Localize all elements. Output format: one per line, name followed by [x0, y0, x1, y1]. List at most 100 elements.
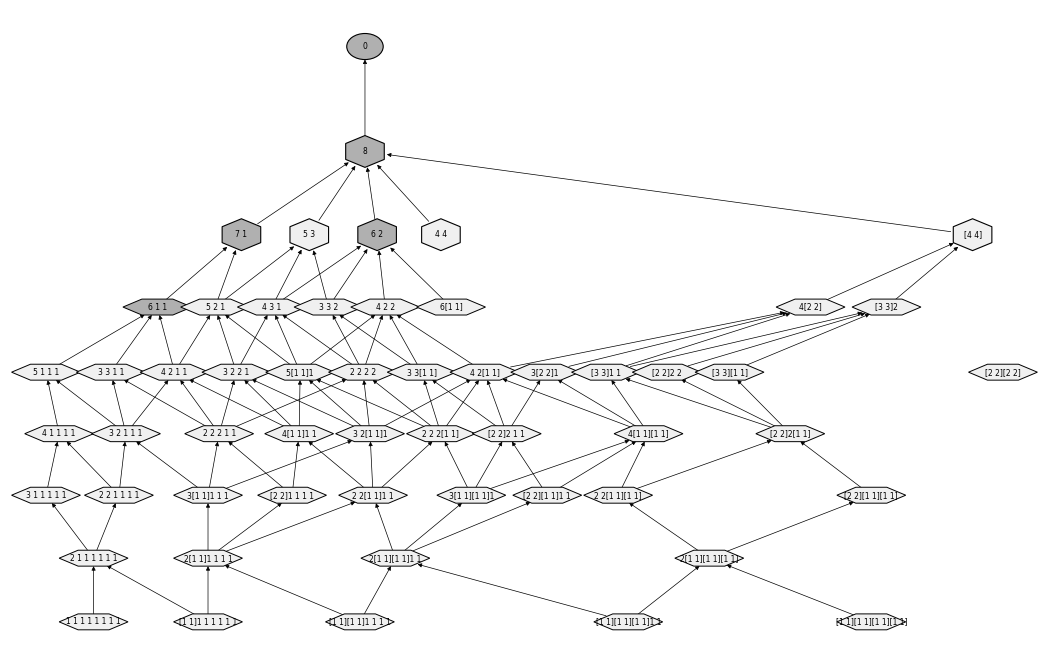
Text: 4[2 2]: 4[2 2]: [799, 302, 822, 312]
Text: [4 4]: [4 4]: [963, 230, 981, 239]
Polygon shape: [266, 364, 334, 380]
Text: [2 2]2[1 1]: [2 2]2[1 1]: [770, 429, 811, 438]
Polygon shape: [837, 614, 905, 630]
Polygon shape: [357, 219, 396, 251]
Polygon shape: [756, 426, 824, 442]
Text: 2 2[1 1][1 1]: 2 2[1 1][1 1]: [594, 491, 642, 500]
Polygon shape: [632, 364, 701, 380]
Text: 2[1 1][1 1][1 1]: 2[1 1][1 1][1 1]: [680, 554, 739, 562]
Polygon shape: [59, 614, 128, 630]
Polygon shape: [329, 364, 397, 380]
Text: 1 1 1 1 1 1 1 1: 1 1 1 1 1 1 1 1: [66, 618, 121, 626]
Polygon shape: [335, 426, 405, 442]
Text: [1 1][1 1]1 1 1 1: [1 1][1 1]1 1 1 1: [329, 618, 391, 626]
Text: 0: 0: [363, 42, 368, 51]
Polygon shape: [140, 364, 209, 380]
Polygon shape: [12, 487, 80, 503]
Polygon shape: [571, 364, 641, 380]
Text: 3[1 1]1 1 1: 3[1 1]1 1 1: [188, 491, 229, 500]
Text: 4 4: 4 4: [435, 230, 447, 239]
Text: 4[1 1][1 1]: 4[1 1][1 1]: [628, 429, 669, 438]
Text: [1 1][1 1][1 1][1 1]: [1 1][1 1][1 1][1 1]: [836, 618, 907, 626]
Text: [1 1][1 1][1 1]1 1: [1 1][1 1][1 1]1 1: [596, 618, 661, 626]
Circle shape: [347, 34, 384, 60]
Polygon shape: [76, 364, 145, 380]
Text: 3 2 1 1 1: 3 2 1 1 1: [110, 429, 142, 438]
Text: 7 1: 7 1: [235, 230, 248, 239]
Text: [3 3][1 1]: [3 3][1 1]: [711, 368, 747, 377]
Text: [2 2][2 2]: [2 2][2 2]: [985, 368, 1021, 377]
Polygon shape: [837, 487, 905, 503]
Polygon shape: [222, 219, 260, 251]
Polygon shape: [852, 299, 921, 315]
Polygon shape: [174, 614, 242, 630]
Text: 5 1 1 1: 5 1 1 1: [33, 368, 59, 377]
Text: 8: 8: [363, 147, 368, 156]
Polygon shape: [450, 364, 519, 380]
Text: 2 2 1 1 1 1: 2 2 1 1 1 1: [99, 491, 139, 500]
Polygon shape: [387, 364, 456, 380]
Polygon shape: [695, 364, 764, 380]
Text: 3 1 1 1 1 1: 3 1 1 1 1 1: [25, 491, 66, 500]
Text: 3 3 2: 3 3 2: [319, 302, 338, 312]
Polygon shape: [12, 364, 80, 380]
Polygon shape: [123, 299, 192, 315]
Polygon shape: [360, 550, 430, 566]
Text: 5 2 1: 5 2 1: [206, 302, 225, 312]
Text: 3 3[1 1]: 3 3[1 1]: [407, 368, 436, 377]
Text: 2 2 2[1 1]: 2 2 2[1 1]: [423, 429, 460, 438]
Text: 4 1 1 1 1: 4 1 1 1 1: [42, 429, 76, 438]
Polygon shape: [584, 487, 652, 503]
Text: 2 1 1 1 1 1 1: 2 1 1 1 1 1 1: [70, 554, 117, 562]
Text: 5[1 1]1: 5[1 1]1: [287, 368, 314, 377]
Polygon shape: [92, 426, 160, 442]
Polygon shape: [511, 364, 580, 380]
Text: 4 3 1: 4 3 1: [262, 302, 281, 312]
Polygon shape: [294, 299, 363, 315]
Text: 3 2 2 1: 3 2 2 1: [223, 368, 250, 377]
Polygon shape: [84, 487, 153, 503]
Polygon shape: [614, 426, 683, 442]
Polygon shape: [351, 299, 419, 315]
Polygon shape: [407, 426, 475, 442]
Polygon shape: [472, 426, 541, 442]
Text: 6 2: 6 2: [371, 230, 383, 239]
Text: 3[2 2]1: 3[2 2]1: [531, 368, 559, 377]
Polygon shape: [593, 614, 663, 630]
Polygon shape: [184, 426, 254, 442]
Polygon shape: [338, 487, 408, 503]
Polygon shape: [237, 299, 307, 315]
Text: 4 2 1 1: 4 2 1 1: [161, 368, 188, 377]
Polygon shape: [257, 487, 327, 503]
Polygon shape: [969, 364, 1037, 380]
Text: [2 2]1 1 1 1: [2 2]1 1 1 1: [270, 491, 314, 500]
Polygon shape: [953, 219, 992, 251]
Text: 2 2 2 2: 2 2 2 2: [350, 368, 376, 377]
Polygon shape: [265, 426, 333, 442]
Polygon shape: [346, 136, 385, 167]
Polygon shape: [24, 426, 94, 442]
Text: 3 3 1 1: 3 3 1 1: [98, 368, 124, 377]
Polygon shape: [174, 550, 242, 566]
Polygon shape: [290, 219, 329, 251]
Text: 2[1 1]1 1 1 1: 2[1 1]1 1 1 1: [183, 554, 232, 562]
Polygon shape: [422, 219, 461, 251]
Text: [3 3]1 1: [3 3]1 1: [591, 368, 621, 377]
Text: 4[1 1]1 1: 4[1 1]1 1: [281, 429, 316, 438]
Polygon shape: [202, 364, 271, 380]
Polygon shape: [675, 550, 744, 566]
Text: 2 2 2 1 1: 2 2 2 1 1: [202, 429, 236, 438]
Polygon shape: [436, 487, 506, 503]
Text: 2[1 1][1 1]1 1: 2[1 1][1 1]1 1: [369, 554, 422, 562]
Polygon shape: [326, 614, 394, 630]
Polygon shape: [776, 299, 845, 315]
Text: 5 3: 5 3: [304, 230, 315, 239]
Text: [2 2]2 1 1: [2 2]2 1 1: [488, 429, 525, 438]
Text: 4 2 2: 4 2 2: [375, 302, 395, 312]
Text: [2 2][1 1][1 1]: [2 2][1 1][1 1]: [844, 491, 898, 500]
Polygon shape: [416, 299, 486, 315]
Text: [3 3]2: [3 3]2: [875, 302, 898, 312]
Text: 6[1 1]: 6[1 1]: [440, 302, 463, 312]
Polygon shape: [180, 299, 250, 315]
Text: 4 2[1 1]: 4 2[1 1]: [469, 368, 500, 377]
